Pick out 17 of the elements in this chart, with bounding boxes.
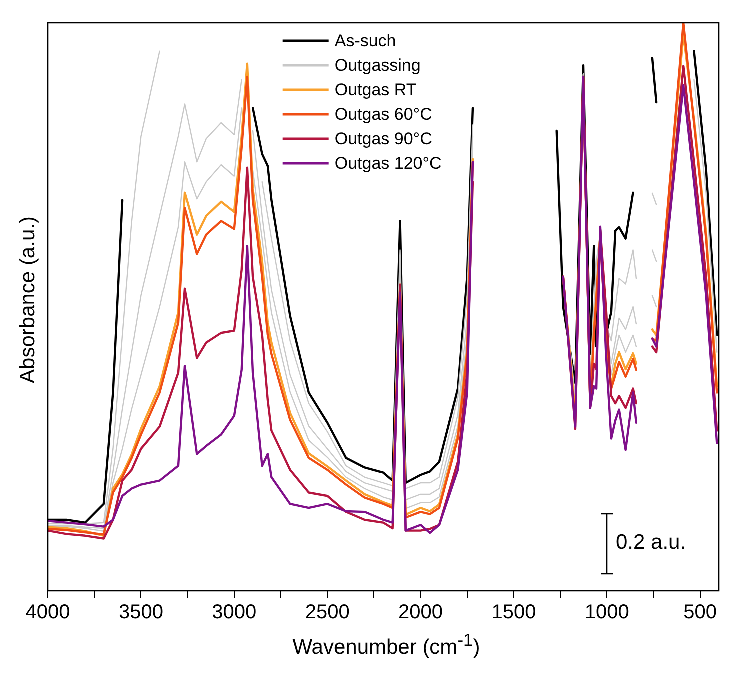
x-tick-label: 4000 (26, 602, 70, 624)
x-tick-label: 3000 (212, 602, 257, 624)
annotation: 0.2 a.u. (616, 531, 686, 555)
x-axis-title: Wavenumber (cm$^{-1}$) (292, 630, 482, 660)
x-tick-label: 2500 (305, 602, 350, 624)
legend-label: Outgas 60°C (334, 105, 432, 124)
legend-label: As-such (334, 32, 396, 51)
legend-label: Outgassing (334, 56, 421, 76)
y-axis-title: Absorbance (a.u.) (16, 216, 40, 383)
x-tick-label: 2000 (398, 602, 444, 624)
legend-label: Outgas RT (334, 80, 417, 100)
legend-label: Outgas 120°C (334, 154, 442, 174)
x-tick-label: 500 (684, 602, 718, 624)
x-tick-label: 1000 (584, 602, 630, 624)
x-tick-label: 1500 (492, 602, 536, 624)
x-tick-label: 3500 (118, 602, 164, 624)
legend-label: Outgas 90°C (334, 130, 432, 149)
